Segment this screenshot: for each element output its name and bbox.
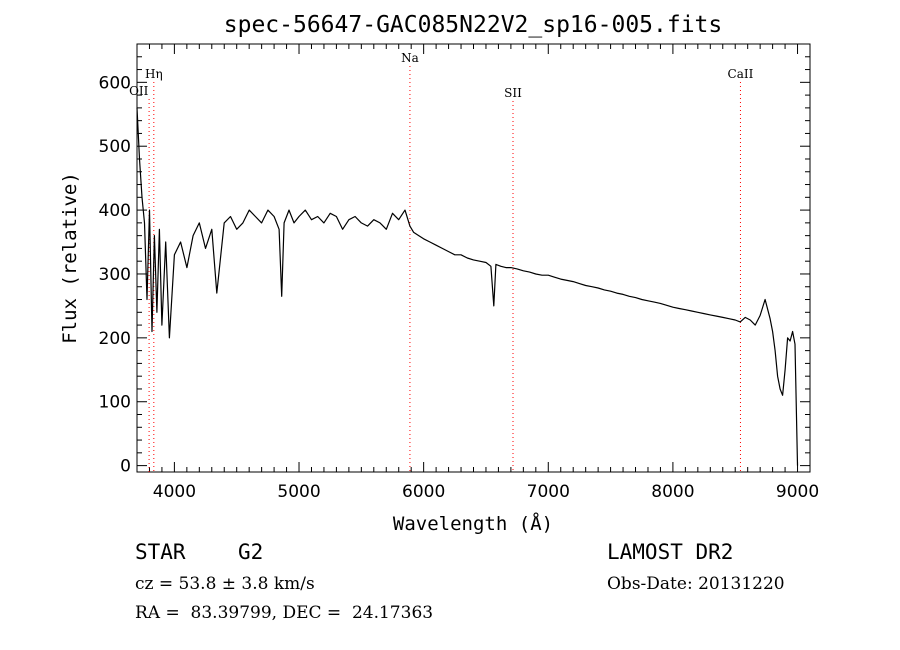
y-tick-label: 500 <box>99 137 131 157</box>
x-tick-label: 9000 <box>776 482 819 502</box>
marker-label: OII <box>129 84 149 98</box>
spectrum-line <box>136 107 799 466</box>
x-axis-label: Wavelength (Å) <box>393 512 553 535</box>
chart-title: spec-56647-GAC085N22V2_sp16-005.fits <box>224 12 723 38</box>
y-axis-label: Flux (relative) <box>59 172 81 344</box>
marker-label: SII <box>504 86 522 100</box>
y-tick-label: 100 <box>99 393 131 413</box>
plot-frame <box>136 43 811 473</box>
y-tick-label: 400 <box>99 201 131 221</box>
marker-label: Hη <box>145 67 163 81</box>
obs-date-text: Obs-Date: 20131220 <box>607 574 785 594</box>
survey-name: LAMOST DR2 <box>607 540 734 564</box>
x-tick-label: 8000 <box>651 482 694 502</box>
line-markers: OII Hη Na SII CaII <box>129 51 754 472</box>
series-group <box>136 107 799 466</box>
redshift-text: cz = 53.8 ± 3.8 km/s <box>135 574 315 594</box>
spectrum-chart: spec-56647-GAC085N22V2_sp16-005.fits 400… <box>59 12 819 535</box>
marker-label: CaII <box>728 67 754 81</box>
axis-ticks: 4000 5000 6000 7000 8000 9000 0 100 200 300 400 500… <box>99 44 819 502</box>
y-tick-label: 300 <box>99 265 131 285</box>
x-tick-label: 5000 <box>277 482 320 502</box>
y-tick-label: 0 <box>120 457 131 477</box>
marker-label: Na <box>401 51 419 65</box>
object-subclass: G2 <box>238 540 264 564</box>
x-tick-label: 6000 <box>402 482 445 502</box>
y-tick-label: 200 <box>99 329 131 349</box>
coords-text: RA = 83.39799, DEC = 24.17363 <box>135 603 434 623</box>
x-tick-label: 4000 <box>153 482 196 502</box>
object-class: STAR <box>135 540 186 564</box>
y-tick-label: 600 <box>99 73 131 93</box>
x-tick-label: 7000 <box>527 482 570 502</box>
